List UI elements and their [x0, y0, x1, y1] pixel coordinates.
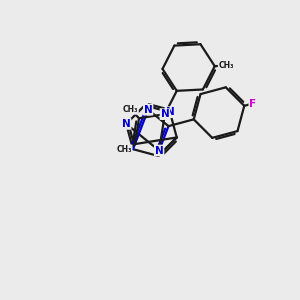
- Text: N: N: [166, 107, 174, 117]
- Text: CH₃: CH₃: [218, 61, 234, 70]
- Text: N: N: [160, 109, 169, 119]
- Text: N: N: [144, 105, 152, 115]
- Text: N: N: [155, 146, 164, 155]
- Text: F: F: [249, 98, 256, 109]
- Text: CH₃: CH₃: [123, 105, 138, 114]
- Text: N: N: [122, 119, 130, 129]
- Text: CH₃: CH₃: [117, 145, 132, 154]
